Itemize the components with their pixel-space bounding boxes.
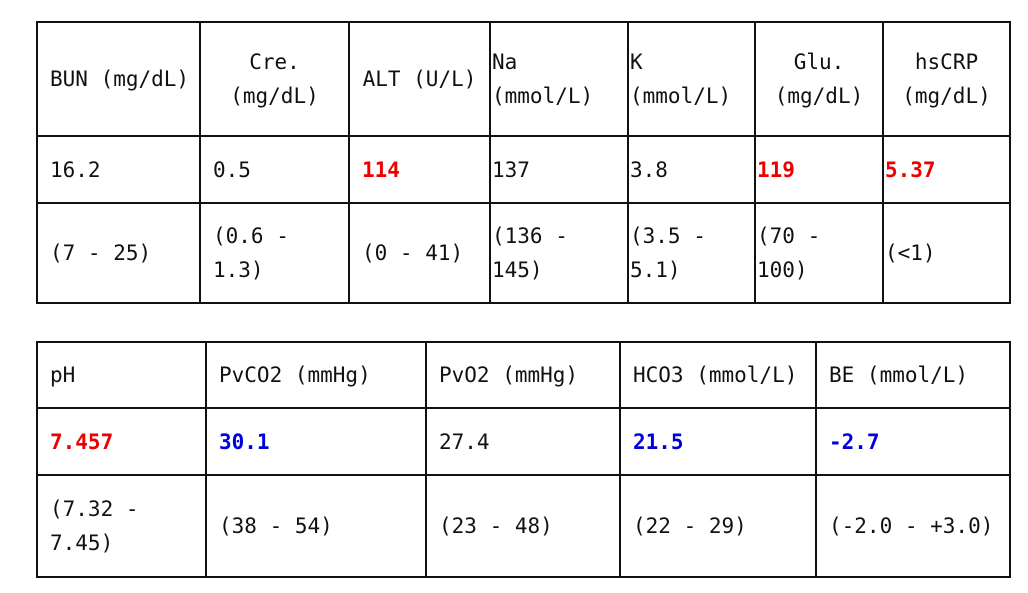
range-bun: (7 - 25): [36, 202, 201, 304]
blood-gas-table: pH PvCO2 (mmHg) PvO2 (mmHg) HCO3 (mmol/L…: [36, 341, 1011, 578]
header-bun: BUN (mg/dL): [36, 21, 201, 137]
value-hco3: 21.5: [619, 407, 817, 476]
gas-value-row: 7.457 30.1 27.4 21.5 -2.7: [36, 407, 1011, 476]
lab-value-row: 16.2 0.5 114 137 3.8 119 5.37: [36, 135, 1011, 204]
range-hscrp: (<1): [882, 202, 1011, 304]
header-k: K (mmol/L): [627, 21, 756, 137]
value-cre: 0.5: [199, 135, 350, 204]
value-bun: 16.2: [36, 135, 201, 204]
range-cre: (0.6 -1.3): [199, 202, 350, 304]
header-hco3: HCO3 (mmol/L): [619, 341, 817, 409]
header-alt: ALT (U/L): [348, 21, 491, 137]
lab-range-row: (7 - 25) (0.6 -1.3) (0 - 41) (136 -145) …: [36, 202, 1011, 304]
range-be: (-2.0 - +3.0): [815, 474, 1011, 578]
range-ph: (7.32 -7.45): [36, 474, 207, 578]
range-hco3: (22 - 29): [619, 474, 817, 578]
gas-range-row: (7.32 -7.45) (38 - 54) (23 - 48) (22 - 2…: [36, 474, 1011, 578]
lab-results-table: BUN (mg/dL) Cre. (mg/dL) ALT (U/L) Na (mm…: [36, 21, 1011, 304]
value-glu: 119: [754, 135, 884, 204]
header-na: Na (mmol/L): [489, 21, 629, 137]
value-pvco2: 30.1: [205, 407, 427, 476]
header-hscrp: hsCRP (mg/dL): [882, 21, 1011, 137]
range-alt: (0 - 41): [348, 202, 491, 304]
value-alt: 114: [348, 135, 491, 204]
header-cre: Cre. (mg/dL): [199, 21, 350, 137]
range-glu: (70 -100): [754, 202, 884, 304]
gas-header-row: pH PvCO2 (mmHg) PvO2 (mmHg) HCO3 (mmol/L…: [36, 341, 1011, 409]
header-glu: Glu. (mg/dL): [754, 21, 884, 137]
range-k: (3.5 -5.1): [627, 202, 756, 304]
header-be: BE (mmol/L): [815, 341, 1011, 409]
value-hscrp: 5.37: [882, 135, 1011, 204]
header-ph: pH: [36, 341, 207, 409]
value-pvo2: 27.4: [425, 407, 621, 476]
header-pvo2: PvO2 (mmHg): [425, 341, 621, 409]
lab-header-row: BUN (mg/dL) Cre. (mg/dL) ALT (U/L) Na (mm…: [36, 21, 1011, 137]
header-pvco2: PvCO2 (mmHg): [205, 341, 427, 409]
value-ph: 7.457: [36, 407, 207, 476]
value-na: 137: [489, 135, 629, 204]
range-pvco2: (38 - 54): [205, 474, 427, 578]
range-pvo2: (23 - 48): [425, 474, 621, 578]
value-k: 3.8: [627, 135, 756, 204]
range-na: (136 -145): [489, 202, 629, 304]
value-be: -2.7: [815, 407, 1011, 476]
